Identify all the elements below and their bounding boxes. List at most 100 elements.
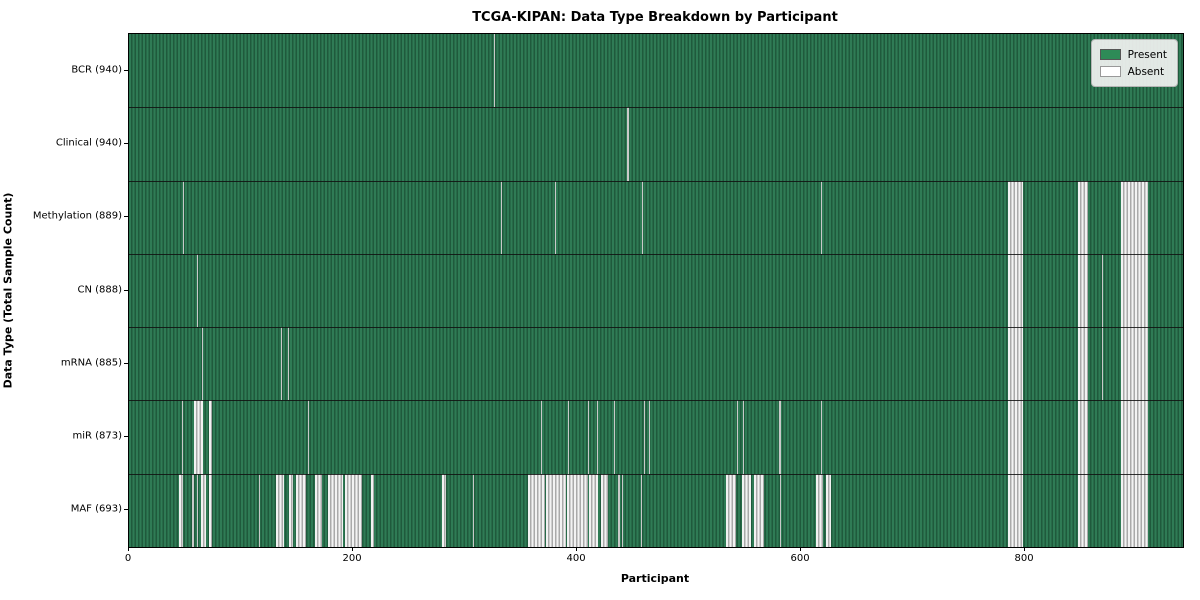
absent-stripe [1077, 473, 1088, 547]
absent-stripe [197, 253, 199, 328]
absent-stripe [621, 473, 623, 547]
absent-stripe [1102, 327, 1104, 401]
y-tick-mark [124, 216, 128, 218]
row-separator [129, 400, 1183, 402]
absent-stripe [314, 473, 322, 547]
y-tick-mark [124, 436, 128, 438]
absent-stripe [182, 180, 184, 254]
absent-stripe [825, 473, 832, 547]
absent-stripe [1077, 253, 1088, 328]
absent-stripe [193, 400, 203, 474]
row-separator [129, 327, 1183, 329]
absent-stripe [1008, 253, 1023, 328]
legend-label-absent: Absent [1127, 65, 1165, 78]
row-band-clinical [129, 107, 1183, 181]
absent-stripe [754, 473, 765, 547]
absent-stripe [779, 473, 781, 547]
absent-swatch-icon [1099, 66, 1121, 77]
absent-stripe [181, 400, 183, 474]
absent-stripe [191, 473, 194, 547]
absent-stripe [472, 473, 474, 547]
y-tick-label: mRNA (885) [60, 357, 122, 369]
x-tick-mark [800, 547, 802, 551]
absent-stripe [741, 473, 751, 547]
y-tick-mark [124, 509, 128, 511]
absent-stripe [1121, 180, 1149, 254]
absent-stripe [613, 400, 616, 474]
x-tick-label: 200 [342, 553, 362, 564]
absent-stripe [328, 473, 343, 547]
absent-stripe [295, 473, 306, 547]
legend: Present Absent [1090, 39, 1178, 87]
row-separator [129, 180, 1183, 182]
row-band-maf [129, 473, 1183, 547]
absent-stripe [545, 473, 566, 547]
absent-stripe [281, 327, 283, 401]
absent-stripe [541, 400, 543, 474]
absent-stripe [815, 473, 824, 547]
absent-stripe [597, 400, 599, 474]
absent-stripe [201, 327, 203, 401]
row-separator [129, 473, 1183, 475]
x-tick-label: 0 [124, 553, 132, 564]
absent-stripe [258, 473, 261, 547]
absent-stripe [1008, 400, 1023, 474]
absent-stripe [1077, 327, 1088, 401]
absent-stripe [208, 473, 212, 547]
absent-stripe [1008, 327, 1023, 401]
absent-stripe [588, 400, 590, 474]
y-tick-mark [124, 289, 128, 291]
y-tick-mark [124, 69, 128, 71]
absent-stripe [600, 473, 609, 547]
absent-stripe [641, 180, 644, 254]
y-tick-mark [124, 362, 128, 364]
y-tick-label: Clinical (940) [55, 137, 122, 149]
absent-stripe [618, 473, 620, 547]
absent-stripe [1121, 473, 1149, 547]
x-tick-mark [352, 547, 354, 551]
absent-stripe [208, 400, 212, 474]
legend-label-present: Present [1127, 48, 1167, 61]
absent-stripe [821, 180, 823, 254]
x-axis-label: Participant [620, 572, 690, 585]
absent-stripe [1121, 327, 1149, 401]
y-tick-label: MAF (693) [70, 503, 122, 515]
row-band-bcr [129, 34, 1183, 108]
y-tick-labels: BCR (940) Clinical (940) Methylation (889)… [0, 33, 122, 546]
absent-stripe [648, 400, 650, 474]
x-tick-label: 800 [1014, 553, 1034, 564]
absent-stripe [289, 473, 293, 547]
x-tick-mark [576, 547, 578, 551]
absent-stripe [742, 400, 744, 474]
y-tick-label: miR (873) [72, 430, 122, 442]
absent-stripe [1077, 400, 1088, 474]
x-tick-mark [1024, 547, 1026, 551]
absent-stripe [737, 400, 739, 474]
absent-stripe [527, 473, 545, 547]
absent-stripe [500, 180, 502, 254]
absent-stripe [1008, 473, 1023, 547]
y-tick-label: Methylation (889) [32, 210, 122, 222]
absent-stripe [568, 400, 570, 474]
absent-stripe [288, 327, 290, 401]
absent-stripe [726, 473, 737, 547]
absent-stripe [345, 473, 362, 547]
row-separator [129, 253, 1183, 255]
chart-title: TCGA-KIPAN: Data Type Breakdown by Parti… [472, 10, 838, 25]
y-tick-mark [124, 142, 128, 144]
absent-stripe [640, 473, 642, 547]
x-tick-label: 600 [790, 553, 810, 564]
row-band-mir [129, 400, 1183, 474]
absent-stripe [441, 473, 446, 547]
absent-stripe [821, 400, 823, 474]
absent-stripe [1121, 253, 1149, 328]
row-band-cn [129, 253, 1183, 328]
absent-stripe [589, 473, 599, 547]
absent-stripe [197, 473, 199, 547]
absent-stripe [627, 107, 629, 181]
y-tick-label: CN (888) [77, 284, 122, 295]
absent-stripe [275, 473, 284, 547]
absent-stripe [1008, 180, 1023, 254]
absent-stripe [566, 473, 589, 547]
x-tick-mark [128, 547, 129, 551]
